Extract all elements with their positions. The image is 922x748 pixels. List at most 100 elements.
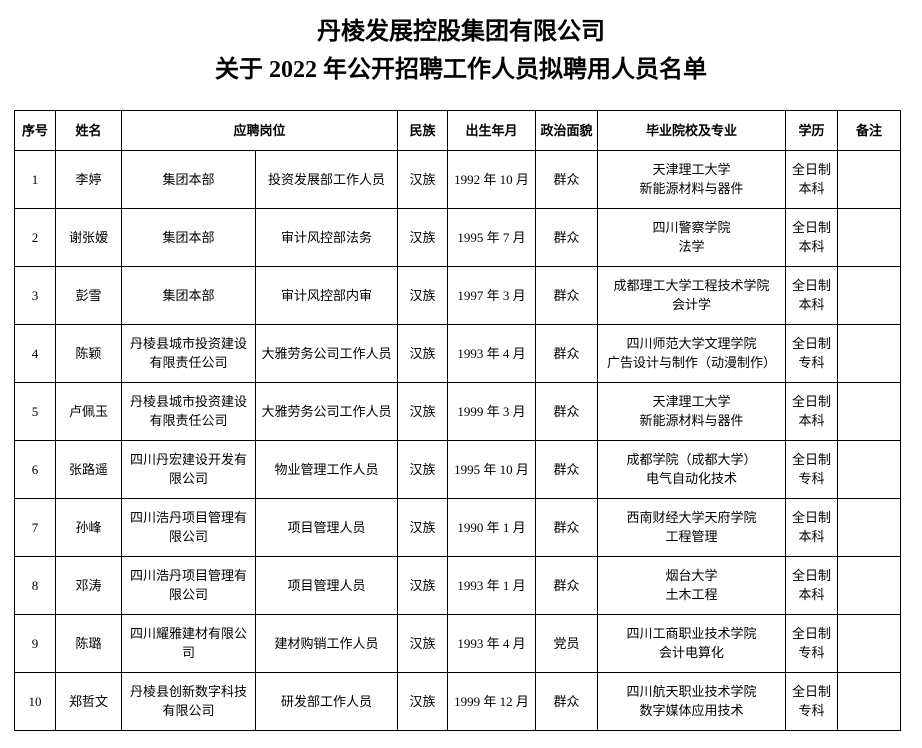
cell-index: 1 — [14, 149, 56, 209]
cell-school: 天津理工大学 新能源材料与器件 — [597, 381, 787, 441]
cell-remark — [837, 207, 902, 267]
cell-school: 四川航天职业技术学院 数字媒体应用技术 — [597, 671, 787, 731]
cell-index: 8 — [14, 555, 56, 615]
cell-birth: 1995 年 7 月 — [447, 207, 537, 267]
cell-ethnicity: 汉族 — [397, 671, 449, 731]
cell-political: 群众 — [535, 207, 599, 267]
cell-ethnicity: 汉族 — [397, 555, 449, 615]
cell-political: 党员 — [535, 613, 599, 673]
header-school: 毕业院校及专业 — [597, 109, 787, 151]
document-title: 丹棱发展控股集团有限公司 关于 2022 年公开招聘工作人员拟聘用人员名单 — [0, 14, 922, 90]
cell-school: 四川工商职业技术学院 会计电算化 — [597, 613, 787, 673]
cell-unit: 四川耀雅建材有限公司 — [121, 613, 256, 673]
cell-political: 群众 — [535, 323, 599, 383]
cell-degree: 全日制 本科 — [785, 149, 839, 209]
table-row: 7 孙峰 四川浩丹项目管理有限公司 项目管理人员 汉族 1990 年 1 月 群… — [14, 497, 902, 557]
table-row: 10 郑哲文 丹棱县创新数字科技有限公司 研发部工作人员 汉族 1999 年 1… — [14, 671, 902, 731]
cell-name: 卢佩玉 — [55, 381, 122, 441]
cell-unit: 四川丹宏建设开发有限公司 — [121, 439, 256, 499]
table-row: 9 陈璐 四川耀雅建材有限公司 建材购销工作人员 汉族 1993 年 4 月 党… — [14, 613, 902, 673]
cell-unit: 集团本部 — [121, 207, 256, 267]
cell-birth: 1993 年 4 月 — [447, 323, 537, 383]
cell-post: 项目管理人员 — [254, 555, 399, 615]
header-birth: 出生年月 — [447, 109, 537, 151]
cell-post: 大雅劳务公司工作人员 — [254, 381, 399, 441]
header-position: 应聘岗位 — [120, 109, 399, 151]
cell-name: 李婷 — [55, 149, 122, 209]
cell-ethnicity: 汉族 — [397, 613, 449, 673]
cell-name: 邓涛 — [55, 555, 122, 615]
cell-unit: 四川浩丹项目管理有限公司 — [121, 497, 256, 557]
cell-political: 群众 — [535, 149, 599, 209]
cell-post: 研发部工作人员 — [254, 671, 399, 731]
header-name: 姓名 — [55, 109, 122, 151]
cell-birth: 1999 年 3 月 — [447, 381, 537, 441]
cell-degree: 全日制 本科 — [785, 497, 839, 557]
cell-remark — [837, 323, 902, 383]
cell-political: 群众 — [535, 381, 599, 441]
cell-political: 群众 — [535, 439, 599, 499]
cell-name: 张路遥 — [55, 439, 122, 499]
cell-birth: 1997 年 3 月 — [447, 265, 537, 325]
cell-ethnicity: 汉族 — [397, 439, 449, 499]
cell-name: 彭雪 — [55, 265, 122, 325]
header-index: 序号 — [14, 109, 56, 151]
cell-degree: 全日制 专科 — [785, 323, 839, 383]
cell-unit: 四川浩丹项目管理有限公司 — [121, 555, 256, 615]
cell-index: 10 — [14, 671, 56, 731]
cell-political: 群众 — [535, 497, 599, 557]
cell-name: 谢张嫒 — [55, 207, 122, 267]
title-company-name: 丹棱发展控股集团有限公司 — [317, 19, 605, 45]
cell-name: 孙峰 — [55, 497, 122, 557]
cell-index: 4 — [14, 323, 56, 383]
cell-school: 天津理工大学 新能源材料与器件 — [597, 149, 787, 209]
cell-index: 3 — [14, 265, 56, 325]
cell-name: 郑哲文 — [55, 671, 122, 731]
cell-ethnicity: 汉族 — [397, 207, 449, 267]
cell-degree: 全日制 本科 — [785, 381, 839, 441]
cell-school: 成都学院（成都大学） 电气自动化技术 — [597, 439, 787, 499]
cell-post: 大雅劳务公司工作人员 — [254, 323, 399, 383]
cell-remark — [837, 265, 902, 325]
cell-birth: 1990 年 1 月 — [447, 497, 537, 557]
cell-school: 成都理工大学工程技术学院 会计学 — [597, 265, 787, 325]
cell-remark — [837, 671, 902, 731]
cell-name: 陈璐 — [55, 613, 122, 673]
cell-school: 西南财经大学天府学院 工程管理 — [597, 497, 787, 557]
cell-political: 群众 — [535, 265, 599, 325]
cell-index: 6 — [14, 439, 56, 499]
cell-post: 投资发展部工作人员 — [254, 149, 399, 209]
cell-post: 物业管理工作人员 — [254, 439, 399, 499]
table-row: 4 陈颖 丹棱县城市投资建设有限责任公司 大雅劳务公司工作人员 汉族 1993 … — [14, 323, 902, 383]
table-row: 6 张路遥 四川丹宏建设开发有限公司 物业管理工作人员 汉族 1995 年 10… — [14, 439, 902, 499]
table-row: 2 谢张嫒 集团本部 审计风控部法务 汉族 1995 年 7 月 群众 四川警察… — [14, 207, 902, 267]
header-degree: 学历 — [785, 109, 839, 151]
cell-index: 5 — [14, 381, 56, 441]
cell-post: 项目管理人员 — [254, 497, 399, 557]
table-row: 8 邓涛 四川浩丹项目管理有限公司 项目管理人员 汉族 1993 年 1 月 群… — [14, 555, 902, 615]
cell-name: 陈颖 — [55, 323, 122, 383]
cell-unit: 集团本部 — [121, 265, 256, 325]
header-ethnicity: 民族 — [397, 109, 449, 151]
cell-remark — [837, 439, 902, 499]
cell-index: 2 — [14, 207, 56, 267]
table-row: 1 李婷 集团本部 投资发展部工作人员 汉族 1992 年 10 月 群众 天津… — [14, 149, 902, 209]
cell-degree: 全日制 专科 — [785, 671, 839, 731]
cell-unit: 丹棱县城市投资建设有限责任公司 — [121, 323, 256, 383]
cell-political: 群众 — [535, 671, 599, 731]
cell-school: 四川师范大学文理学院 广告设计与制作（动漫制作） — [597, 323, 787, 383]
cell-birth: 1993 年 1 月 — [447, 555, 537, 615]
cell-index: 9 — [14, 613, 56, 673]
cell-unit: 丹棱县创新数字科技有限公司 — [121, 671, 256, 731]
header-row: 序号 姓名 应聘岗位 民族 出生年月 政治面貌 毕业院校及专业 学历 备注 — [14, 109, 902, 151]
cell-birth: 1999 年 12 月 — [447, 671, 537, 731]
title-subject: 关于 2022 年公开招聘工作人员拟聘用人员名单 — [215, 56, 707, 83]
cell-post: 审计风控部内审 — [254, 265, 399, 325]
cell-degree: 全日制 本科 — [785, 555, 839, 615]
cell-school: 四川警察学院 法学 — [597, 207, 787, 267]
cell-index: 7 — [14, 497, 56, 557]
header-remark: 备注 — [837, 109, 902, 151]
hiring-roster-table: 序号 姓名 应聘岗位 民族 出生年月 政治面貌 毕业院校及专业 学历 备注 1 … — [14, 109, 902, 731]
table-row: 5 卢佩玉 丹棱县城市投资建设有限责任公司 大雅劳务公司工作人员 汉族 1999… — [14, 381, 902, 441]
cell-remark — [837, 555, 902, 615]
